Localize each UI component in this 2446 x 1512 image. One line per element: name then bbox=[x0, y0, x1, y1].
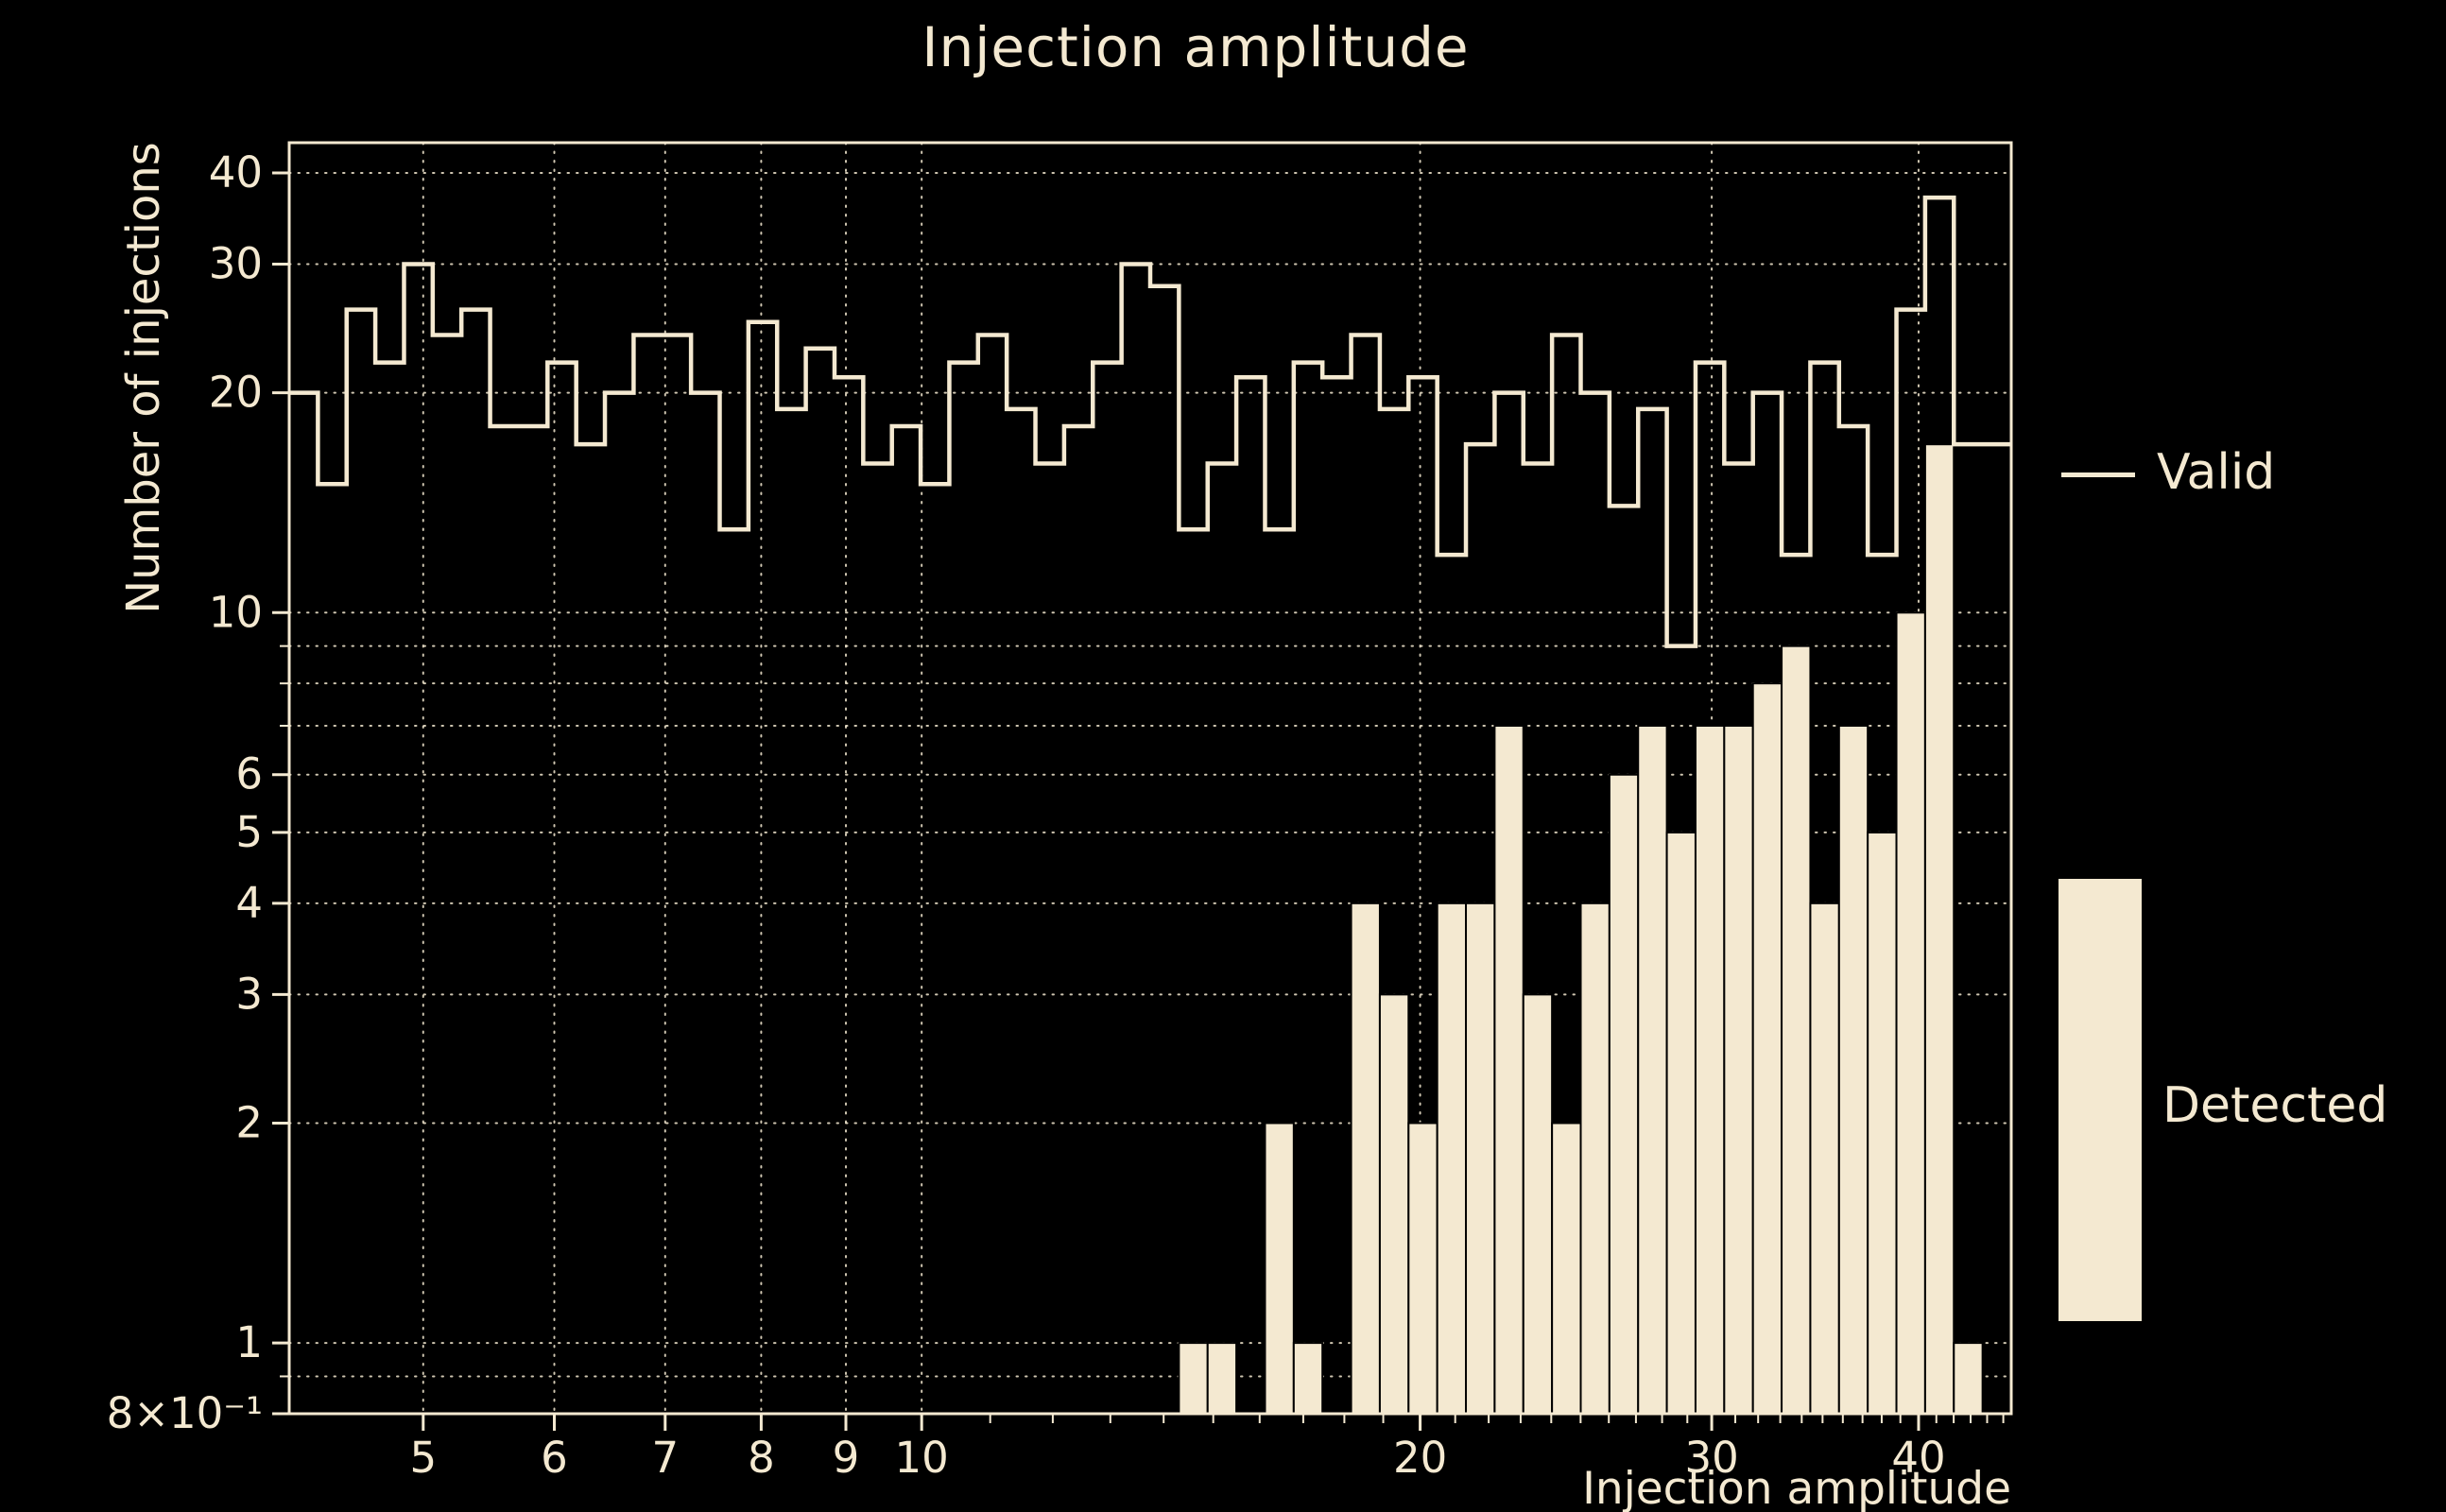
svg-text:5: 5 bbox=[235, 807, 263, 857]
svg-text:8: 8 bbox=[748, 1433, 775, 1483]
svg-text:2: 2 bbox=[235, 1097, 263, 1147]
legend-detected-label: Detected bbox=[2162, 1077, 2388, 1134]
svg-text:4: 4 bbox=[235, 878, 263, 928]
svg-text:5: 5 bbox=[409, 1433, 437, 1483]
svg-text:6: 6 bbox=[235, 749, 263, 799]
svg-text:10: 10 bbox=[209, 587, 263, 637]
svg-text:40: 40 bbox=[1891, 1433, 1945, 1483]
svg-text:3: 3 bbox=[235, 969, 263, 1019]
svg-text:1: 1 bbox=[235, 1317, 263, 1367]
svg-text:20: 20 bbox=[209, 368, 263, 418]
svg-text:10: 10 bbox=[895, 1433, 949, 1483]
chart-title: Injection amplitude bbox=[922, 15, 1470, 79]
legend-detected-bar-swatch bbox=[2058, 879, 2142, 1321]
svg-text:40: 40 bbox=[209, 147, 263, 198]
legend-valid-line-swatch bbox=[2061, 472, 2135, 477]
svg-text:30: 30 bbox=[1684, 1433, 1738, 1483]
svg-text:20: 20 bbox=[1393, 1433, 1447, 1483]
x-axis-label: Injection amplitude bbox=[1582, 1463, 2011, 1512]
svg-text:8×10⁻¹: 8×10⁻¹ bbox=[107, 1388, 263, 1438]
svg-text:9: 9 bbox=[833, 1433, 860, 1483]
svg-text:6: 6 bbox=[541, 1433, 568, 1483]
svg-text:7: 7 bbox=[651, 1433, 679, 1483]
legend-valid-label: Valid bbox=[2157, 444, 2276, 501]
y-axis-label: Number of injections bbox=[117, 142, 170, 614]
svg-text:30: 30 bbox=[209, 239, 263, 289]
